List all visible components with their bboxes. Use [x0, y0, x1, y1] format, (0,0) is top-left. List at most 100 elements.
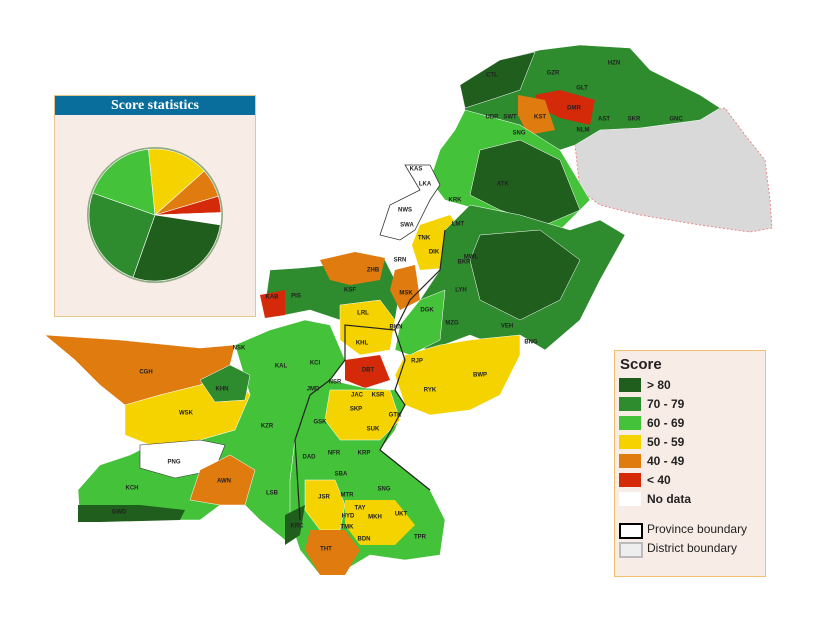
region	[469, 229, 581, 321]
district-label: SNG	[512, 131, 525, 137]
region	[345, 355, 390, 388]
district-label: JMD	[307, 387, 320, 393]
region	[345, 500, 415, 545]
district-label: TAY	[354, 506, 365, 512]
district-label: DGK	[420, 308, 434, 314]
district-label: KZR	[261, 424, 274, 430]
district-label: GSK	[313, 420, 327, 426]
district-label: RYK	[424, 388, 437, 394]
district-label: MTR	[341, 493, 355, 499]
district-label: KCI	[310, 361, 321, 367]
district-label: LKA	[419, 182, 432, 188]
legend-swatch	[619, 492, 641, 506]
district-label: UKT	[395, 512, 408, 518]
district-label: THT	[320, 547, 332, 553]
district-label: JAC	[351, 393, 364, 399]
district-label: ATK	[497, 182, 510, 188]
district-label: KRC	[291, 524, 305, 530]
district-label: JSR	[318, 495, 330, 501]
pie-slice	[92, 149, 156, 216]
district-label: ZHB	[367, 268, 380, 274]
district-label: BKR	[458, 260, 472, 266]
district-label: LYH	[455, 288, 466, 294]
district-label: NLM	[577, 128, 590, 134]
district-label: BKN	[390, 325, 403, 331]
district-label: DMR	[567, 106, 581, 112]
district-label: SKR	[628, 117, 641, 123]
province-boundary	[394, 229, 446, 331]
district-label: TNK	[418, 236, 431, 242]
region	[305, 530, 360, 575]
district-label: BDN	[358, 537, 371, 543]
district-label: PIS	[291, 294, 301, 300]
legend-swatch	[619, 454, 641, 468]
district-label: TMK	[341, 525, 355, 531]
pie-title: Score statistics	[55, 96, 255, 115]
district-label: LMT	[452, 222, 465, 228]
district-label: AWN	[217, 479, 231, 485]
district-label: AST	[598, 117, 610, 123]
legend-label: Province boundary	[647, 522, 748, 536]
legend-label: 50 - 59	[647, 435, 685, 449]
district-label: HZN	[608, 61, 620, 67]
district-label: KST	[534, 115, 546, 121]
district-label: KHN	[216, 387, 229, 393]
legend-label: < 40	[647, 473, 671, 487]
legend-swatch	[619, 435, 641, 449]
district-label: MZG	[445, 321, 459, 327]
district-label: KCH	[126, 486, 139, 492]
district-label: VEH	[501, 324, 513, 330]
district-label: HYD	[342, 514, 355, 520]
district-label: CTL	[486, 73, 498, 79]
region	[189, 454, 256, 506]
district-label: MKH	[368, 515, 382, 521]
district-label: SWT	[503, 115, 517, 121]
pie-slice	[88, 192, 156, 278]
region	[320, 252, 385, 285]
district-swatch	[619, 542, 643, 558]
pie-slice	[132, 214, 221, 282]
legend-swatch	[619, 416, 641, 430]
district-label: PNG	[167, 460, 180, 466]
district-label: DAD	[303, 455, 317, 461]
district-label: GTK	[389, 413, 402, 419]
region	[535, 90, 595, 125]
legend-swatch	[619, 378, 641, 392]
legend-label: No data	[647, 492, 692, 506]
district-label: TPR	[414, 535, 427, 541]
district-label: BWP	[473, 373, 487, 379]
region	[459, 51, 536, 109]
legend-label: > 80	[647, 378, 671, 392]
district-label: GWD	[112, 510, 127, 516]
district-label: GZR	[547, 71, 560, 77]
district-label: KSR	[372, 393, 385, 399]
district-label: SNG	[377, 487, 390, 493]
region	[324, 389, 401, 441]
district-label: SRN	[394, 258, 407, 264]
region	[518, 95, 555, 135]
district-label: NWS	[398, 208, 412, 214]
district-label: KHL	[356, 341, 369, 347]
legend-label: District boundary	[647, 541, 738, 555]
district-label: KAL	[275, 364, 288, 370]
region	[78, 505, 185, 522]
district-label: MWL	[464, 255, 479, 261]
pie-slice	[148, 148, 205, 216]
legend-label: 40 - 49	[647, 454, 685, 468]
district-label: NFR	[328, 451, 341, 457]
district-label: KAS	[410, 167, 423, 173]
region	[199, 364, 251, 403]
province-boundary	[294, 324, 431, 521]
district-label: LSB	[266, 491, 279, 497]
legend-label: 70 - 79	[647, 397, 685, 411]
district-label: SWA	[400, 223, 414, 229]
region	[390, 265, 420, 310]
district-label: DIK	[429, 250, 440, 256]
region	[379, 164, 441, 241]
legend-title: Score	[620, 356, 662, 373]
district-label: SUK	[367, 427, 380, 433]
region	[574, 107, 773, 233]
district-label: GLT	[576, 86, 588, 92]
province-swatch	[619, 523, 643, 539]
